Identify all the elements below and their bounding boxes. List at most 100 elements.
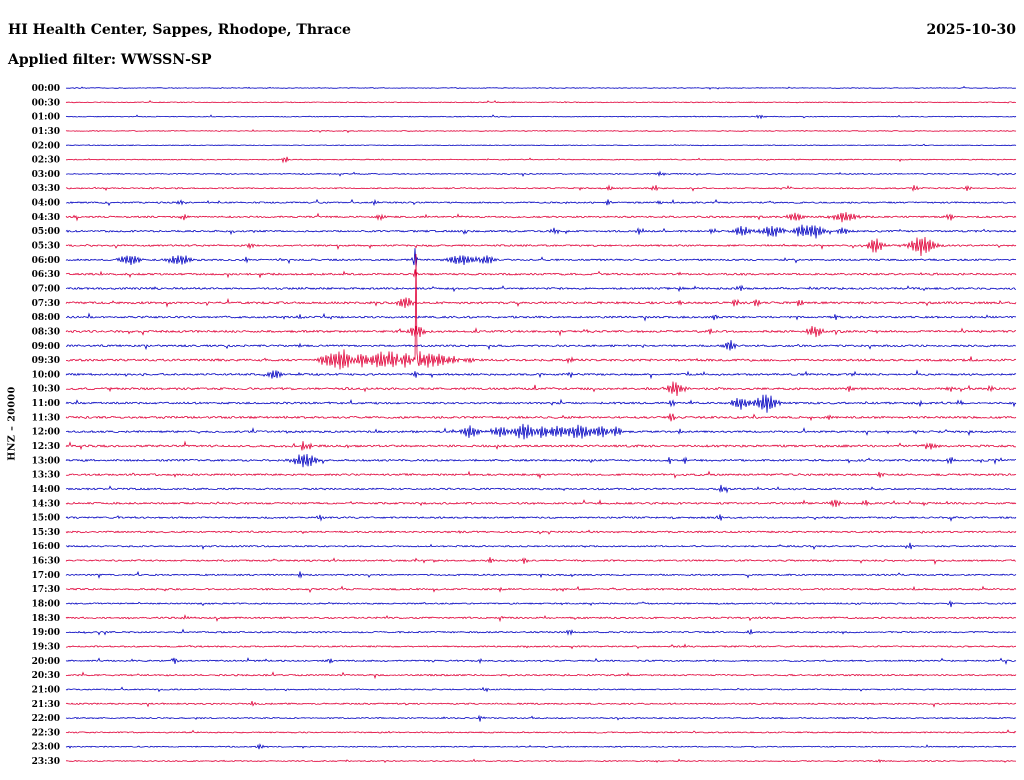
- seismogram-trace-00:30: [65, 99, 1017, 104]
- seismogram-trace-00:00: [65, 86, 1017, 90]
- seismogram-trace-08:00: [65, 312, 1017, 322]
- time-label: 02:30: [32, 156, 60, 166]
- seismogram-trace-21:00: [65, 686, 1017, 693]
- seismogram-trace-12:00: [66, 423, 1017, 440]
- time-label: 13:30: [32, 471, 60, 481]
- time-label: 19:00: [32, 628, 60, 638]
- seismogram-trace-03:00: [66, 170, 1016, 177]
- time-label: 06:30: [32, 270, 60, 280]
- station-title: HI Health Center, Sappes, Rhodope, Thrac…: [8, 22, 351, 38]
- seismogram-trace-04:00: [65, 198, 1017, 207]
- seismogram-trace-15:00: [65, 514, 1017, 522]
- time-label: 21:30: [32, 700, 60, 710]
- seismogram-trace-13:30: [65, 470, 1017, 480]
- time-label: 14:30: [32, 499, 60, 509]
- time-label: 03:30: [32, 184, 60, 194]
- seismogram-trace-17:00: [65, 570, 1017, 579]
- seismogram-trace-10:00: [65, 369, 1017, 380]
- time-label: 18:30: [32, 614, 60, 624]
- time-label: 10:00: [32, 370, 60, 380]
- time-label: 08:00: [32, 313, 60, 323]
- time-label: 23:00: [32, 743, 60, 753]
- time-label: 16:30: [32, 557, 60, 567]
- date-label: 2025-10-30: [926, 22, 1016, 38]
- seismogram-trace-21:30: [65, 700, 1017, 708]
- time-label: 15:00: [32, 514, 60, 524]
- seismogram-trace-02:00: [65, 143, 1017, 147]
- seismogram-trace-06:00: [65, 248, 1017, 269]
- time-label: 11:30: [32, 413, 60, 423]
- seismogram-trace-14:30: [65, 499, 1017, 508]
- time-label: 12:00: [32, 428, 60, 438]
- seismogram-trace-19:00: [65, 628, 1017, 636]
- time-label: 00:00: [32, 84, 60, 94]
- seismogram-trace-20:30: [65, 671, 1017, 680]
- time-label: 11:00: [32, 399, 60, 409]
- time-label: 09:30: [32, 356, 60, 366]
- time-label: 22:30: [32, 728, 60, 738]
- time-label: 04:30: [32, 213, 60, 223]
- seismogram-trace-09:30: [65, 253, 1017, 370]
- time-label: 13:00: [32, 456, 60, 466]
- seismogram-trace-20:00: [65, 657, 1017, 665]
- seismogram-trace-07:00: [65, 284, 1017, 293]
- seismogram-trace-17:30: [65, 585, 1017, 593]
- seismogram-trace-13:00: [65, 453, 1017, 468]
- seismogram-trace-11:00: [65, 394, 1017, 413]
- time-label: 04:00: [32, 199, 60, 209]
- seismogram-trace-11:30: [65, 413, 1017, 422]
- time-label: 23:30: [32, 757, 60, 767]
- time-label: 15:30: [32, 528, 60, 538]
- seismogram-trace-04:30: [65, 212, 1017, 223]
- seismogram-trace-03:30: [65, 184, 1017, 192]
- seismogram-trace-05:30: [65, 236, 1017, 257]
- seismogram-trace-05:00: [65, 224, 1017, 239]
- time-label: 10:30: [32, 385, 60, 395]
- time-label: 03:00: [32, 170, 60, 180]
- time-label: 02:00: [32, 141, 60, 151]
- seismogram-trace-16:30: [65, 557, 1017, 566]
- time-label: 17:30: [32, 585, 60, 595]
- seismogram-trace-23:00: [65, 743, 1017, 750]
- seismogram-trace-14:00: [65, 484, 1017, 494]
- filter-label: Applied filter: WWSSN-SP: [8, 52, 212, 68]
- time-label: 08:30: [32, 327, 60, 337]
- seismogram-trace-09:00: [65, 340, 1016, 351]
- seismogram-trace-01:00: [65, 114, 1017, 120]
- time-label: 22:00: [32, 714, 60, 724]
- seismogram-trace-07:30: [65, 297, 1017, 308]
- time-label: 00:30: [32, 98, 60, 108]
- time-label: 19:30: [32, 643, 60, 653]
- time-label: 09:00: [32, 342, 60, 352]
- seismogram-trace-19:30: [65, 643, 1016, 650]
- time-label: 16:00: [32, 542, 60, 552]
- seismogram-trace-18:30: [65, 614, 1017, 623]
- time-label: 01:30: [32, 127, 60, 137]
- time-label: 20:30: [32, 671, 60, 681]
- time-label: 17:00: [32, 571, 60, 581]
- time-label: 06:00: [32, 256, 60, 266]
- time-label: 14:00: [32, 485, 60, 495]
- time-label: 12:30: [32, 442, 60, 452]
- seismogram-trace-06:30: [65, 269, 1017, 279]
- time-label: 05:30: [32, 242, 60, 252]
- seismogram-trace-18:00: [65, 600, 1017, 608]
- time-label: 05:00: [32, 227, 60, 237]
- time-label: 07:30: [32, 299, 60, 309]
- time-label: 18:00: [32, 600, 60, 610]
- seismogram-trace-08:30: [65, 325, 1016, 338]
- seismogram-trace-22:00: [65, 714, 1017, 722]
- seismogram-trace-16:00: [65, 542, 1017, 550]
- time-label: 21:00: [32, 685, 60, 695]
- time-label: 01:00: [32, 113, 60, 123]
- seismogram-trace-23:30: [65, 758, 1017, 764]
- seismogram-trace-02:30: [66, 156, 1017, 164]
- seismogram-trace-15:30: [65, 529, 1017, 535]
- seismogram-trace-01:30: [65, 129, 1017, 134]
- time-label: 20:00: [32, 657, 60, 667]
- seismogram-trace-10:30: [65, 381, 1017, 397]
- time-label: 07:00: [32, 285, 60, 295]
- seismogram-trace-22:30: [65, 729, 1017, 734]
- seismogram-trace-12:30: [65, 440, 1017, 451]
